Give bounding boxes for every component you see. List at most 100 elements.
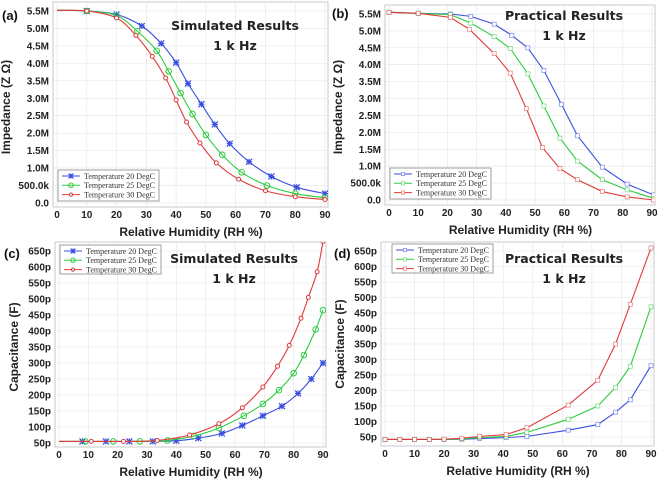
x-tick-label: 80 (290, 210, 302, 221)
y-tick-label: 1.0M (27, 164, 49, 175)
y-tick-label: 350p (28, 343, 51, 354)
x-tick-label: 50 (530, 208, 542, 219)
y-tick-label: 2.5M (359, 111, 381, 122)
y-tick-label: 550p (354, 278, 377, 289)
y-tick-label: 500p (28, 295, 51, 306)
marker-dot (298, 315, 304, 321)
marker-square (491, 34, 497, 40)
marker-square (559, 101, 564, 107)
marker-dot (184, 119, 190, 125)
marker-circle (218, 151, 226, 159)
y-tick-label: 300p (354, 355, 377, 366)
marker-square (509, 32, 515, 38)
y-tick-label: 650p (354, 247, 377, 258)
marker-square (402, 257, 407, 262)
marker-square (627, 363, 633, 369)
marker-square (575, 158, 580, 164)
marker-square (507, 46, 513, 51)
x-tick-label: 70 (588, 208, 600, 219)
x-tick-label: 10 (409, 449, 421, 460)
y-tick-label: 5.0M (27, 24, 49, 35)
marker-dot (275, 363, 281, 369)
marker-circle (165, 68, 172, 75)
marker-square (595, 377, 601, 383)
marker-star (194, 434, 202, 442)
y-tick-label: 250p (354, 371, 377, 382)
series-group (58, 242, 326, 445)
marker-square (648, 363, 654, 369)
x-tick-label: 20 (442, 208, 454, 219)
marker-square (507, 70, 513, 76)
marker-star (238, 421, 246, 429)
y-tick-label: 3.0M (27, 94, 49, 105)
legend-entry: Temperature 30 DegC (418, 264, 489, 273)
marker-star (184, 80, 192, 88)
marker-star (157, 40, 165, 47)
y-tick-label: 2.0M (359, 128, 381, 139)
x-tick-label: 10 (413, 208, 425, 219)
marker-square (575, 177, 580, 183)
marker-dot (163, 75, 169, 81)
y-tick-label: 3.5M (359, 77, 381, 88)
marker-circle (263, 182, 271, 189)
y-tick-label: 400p (28, 327, 51, 338)
marker-circle (70, 257, 76, 264)
x-tick-label: 30 (141, 450, 153, 461)
marker-circle (238, 168, 245, 176)
marker-dot (68, 192, 74, 197)
x-tick-label: 30 (468, 449, 480, 460)
y-tick-label: 2.0M (27, 129, 49, 140)
x-tick-label: 90 (646, 208, 658, 219)
marker-circle (290, 369, 297, 377)
y-tick-label: 4.0M (27, 59, 49, 70)
marker-square (459, 435, 465, 441)
marker-square (613, 409, 618, 415)
x-tick-label: 20 (112, 450, 124, 461)
y-tick-label: 550p (28, 279, 51, 290)
y-axis-label: Impedance (Z Ω) (331, 60, 345, 154)
marker-dot (216, 421, 222, 427)
x-tick-label: 80 (617, 208, 629, 219)
marker-dot (213, 160, 219, 166)
marker-star (68, 173, 74, 179)
x-tick-label: 90 (645, 449, 657, 460)
x-tick-label: 0 (56, 450, 62, 461)
marker-dot (320, 242, 326, 244)
x-tick-label: 10 (81, 210, 93, 221)
marker-square (400, 181, 405, 186)
x-tick-label: 50 (527, 449, 539, 460)
y-tick-label: 300p (28, 359, 51, 370)
x-tick-label: 30 (471, 208, 483, 219)
marker-dot (262, 188, 268, 194)
x-tick-label: 50 (200, 210, 212, 221)
marker-square (523, 106, 529, 112)
annotation-frequency: 1 k Hz (213, 38, 256, 53)
marker-square (624, 187, 630, 193)
annotation-frequency: 1 k Hz (542, 271, 585, 286)
marker-dot (292, 194, 298, 200)
marker-star (113, 11, 120, 18)
y-tick-label: 200p (28, 391, 51, 402)
y-tick-label: 450p (354, 309, 377, 320)
marker-circle (300, 351, 308, 359)
marker-dot (187, 432, 193, 438)
marker-square (426, 437, 432, 442)
x-tick-label: 40 (171, 210, 183, 221)
marker-dot (154, 437, 160, 443)
legend-entry: Temperature 25 DegC (86, 256, 157, 265)
marker-circle (319, 306, 326, 314)
x-axis-label: Relative Humidity (RH %) (449, 223, 592, 237)
panel-c: 0 10 20 30 40 50 60 70 80 90 50p 100p 150p 200p 250p 30… (4, 241, 329, 479)
marker-square (402, 266, 407, 271)
marker-square (648, 245, 654, 251)
x-tick-label: 40 (171, 450, 183, 461)
annotation-title: Simulated Results (170, 251, 298, 266)
marker-circle (240, 412, 248, 420)
marker-dot (84, 8, 90, 14)
y-tick-label: 50p (360, 433, 377, 444)
y-tick-label: 200p (354, 386, 377, 397)
y-tick-label: 350p (354, 340, 377, 351)
legend-entry: Temperature 25 DegC (418, 255, 489, 264)
marker-square (565, 402, 571, 408)
